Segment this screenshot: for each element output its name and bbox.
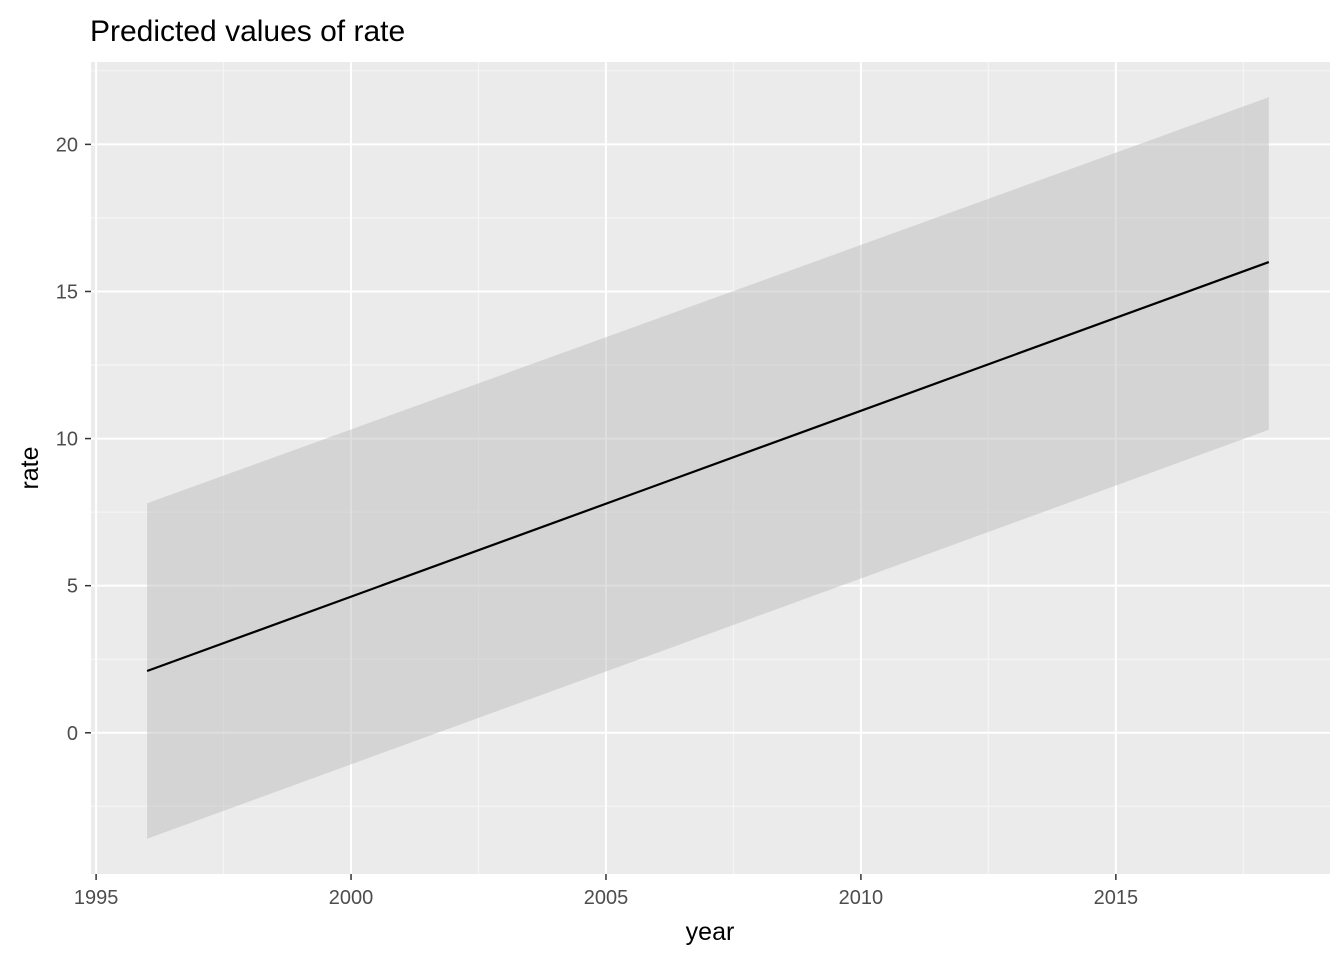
y-tick-label: 10 [56, 429, 78, 451]
x-tick-label: 1995 [74, 887, 119, 909]
x-tick-label: 2000 [329, 887, 374, 909]
confidence-ribbons [147, 97, 1269, 839]
y-axis-title: rate [16, 446, 44, 489]
y-tick-label: 20 [56, 134, 78, 156]
x-axis: 1995 2000 2005 2010 2015 [74, 874, 1138, 909]
y-axis: 0 5 10 15 20 [56, 134, 91, 745]
x-tick-label: 2010 [839, 887, 884, 909]
y-tick-label: 5 [67, 576, 78, 598]
x-tick-label: 2015 [1094, 887, 1139, 909]
prediction-lines [146, 261, 1270, 673]
prediction-line [146, 261, 1270, 673]
confidence-ribbon [147, 97, 1269, 839]
y-tick-label: 0 [67, 723, 78, 745]
x-tick-label: 2005 [584, 887, 629, 909]
x-axis-title: year [686, 918, 735, 946]
y-tick-label: 15 [56, 281, 78, 303]
chart-title: Predicted values of rate [90, 15, 405, 48]
